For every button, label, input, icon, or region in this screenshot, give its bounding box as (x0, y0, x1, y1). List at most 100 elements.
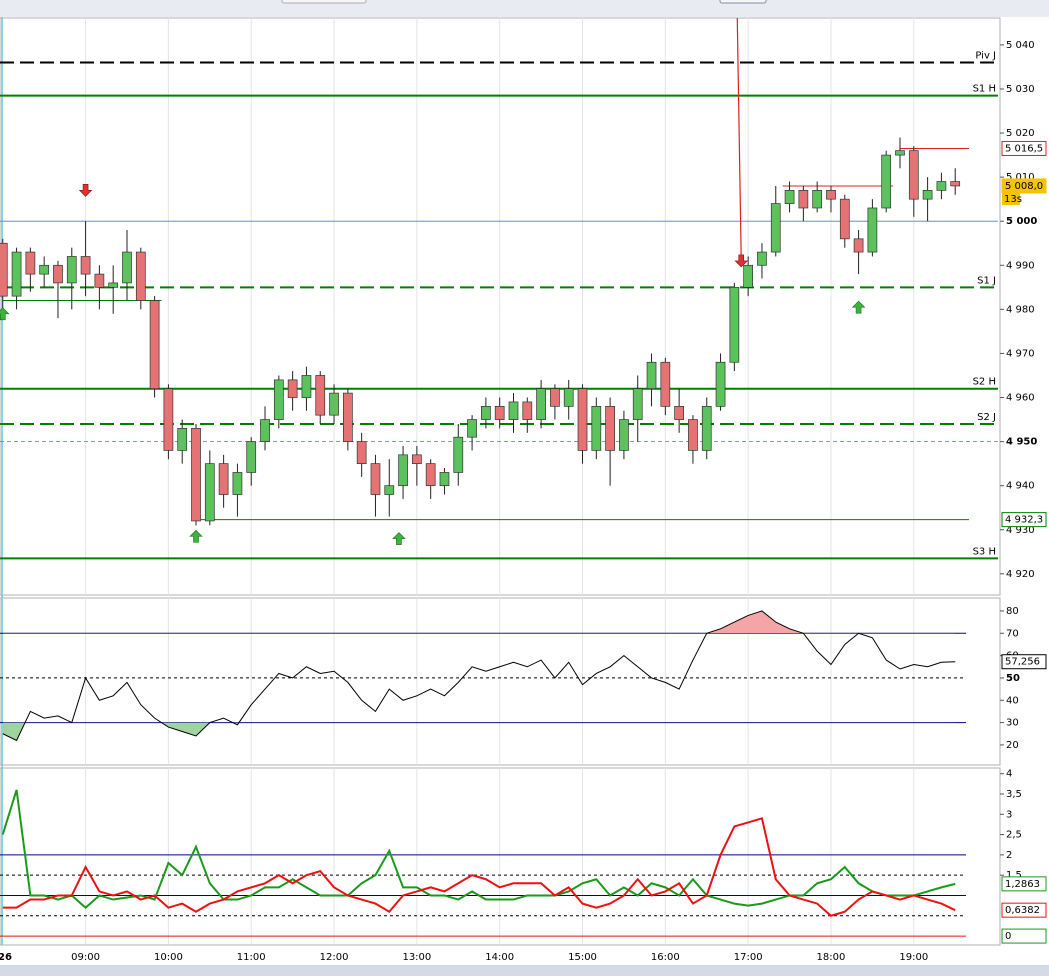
y-tick-label: 2 (1006, 850, 1012, 861)
y-tick-label: 5 010 (1006, 172, 1035, 183)
y-tick-label: 4 970 (1006, 348, 1035, 359)
candle-body (94, 273, 105, 288)
candle-body (191, 428, 201, 522)
candle-body (577, 388, 588, 451)
y-tick-label: 3 (1006, 809, 1012, 820)
candle-body (881, 154, 892, 209)
candle-body (260, 419, 270, 442)
y-tick-label: 4 960 (1006, 393, 1035, 404)
chart-area (0, 17, 1049, 965)
level-label: S3 H (973, 546, 996, 557)
sell-arrow (78, 184, 93, 197)
x-tick-label: 19:00 (899, 952, 928, 963)
sell-arrow (734, 254, 748, 268)
price-tag (1001, 654, 1047, 670)
x-tick-label: 16:00 (651, 952, 680, 963)
series-line (2, 610, 956, 742)
level-label: S2 J (977, 412, 996, 423)
price-tag (1001, 928, 1047, 944)
candle-body (149, 300, 160, 390)
y-tick-label: 2,5 (1006, 830, 1022, 841)
candle-body (522, 401, 533, 420)
y-tick-label: 4 990 (1006, 260, 1035, 271)
candle-body (412, 454, 422, 464)
candle-body (439, 472, 450, 487)
y-tick-label: 4 920 (1006, 569, 1035, 580)
candle-body (563, 388, 574, 407)
y-tick-label: 80 (1006, 606, 1019, 617)
buy-arrow (392, 532, 406, 545)
candle-body (177, 428, 188, 451)
overbought-fill (2, 610, 956, 634)
candle-body (508, 401, 519, 420)
candle-body (39, 264, 50, 275)
toolbar-button[interactable] (281, 0, 367, 4)
x-tick-label: 14:00 (485, 952, 514, 963)
candle-body (729, 286, 740, 363)
price-tag (1001, 512, 1047, 528)
candle-body (550, 388, 560, 407)
candle-body (536, 388, 546, 420)
y-tick-label: 70 (1006, 628, 1019, 639)
toolbar-button[interactable] (719, 0, 767, 4)
candle-body (108, 282, 119, 288)
level-label: Piv J (975, 51, 996, 62)
candle-body (384, 485, 395, 495)
price-tag (1001, 178, 1047, 194)
y-tick-label: 4 940 (1006, 481, 1035, 492)
candle-body (826, 190, 836, 200)
candle-body (867, 207, 878, 253)
y-tick-label: 5 020 (1006, 128, 1035, 139)
top-toolbar (0, 0, 1049, 17)
y-tick-label: 5 030 (1006, 84, 1035, 95)
y-tick-label: 5 040 (1006, 40, 1035, 51)
level-label: S2 H (973, 377, 996, 388)
candle-body (619, 419, 629, 451)
candle-body (370, 463, 381, 495)
candle-body (329, 392, 339, 416)
y-tick-label: 30 (1006, 718, 1019, 729)
candle-body (0, 242, 8, 297)
price-tag-label: 4 932,3 (1005, 515, 1043, 526)
candle-body (425, 463, 436, 487)
series-line (1, 789, 956, 909)
buy-arrow (189, 529, 203, 543)
candle-body (218, 463, 229, 495)
candle-body (936, 181, 947, 191)
candle-body (453, 436, 464, 473)
candle-body (246, 441, 257, 473)
candle-body (232, 472, 243, 495)
level-label: S1 H (973, 84, 996, 95)
candle-body (688, 419, 698, 451)
x-tick-label: 15:00 (568, 952, 597, 963)
x-tick-label: 17:00 (734, 952, 763, 963)
timer-label: 13s (1004, 194, 1022, 205)
price-tag-label: 0 (1005, 931, 1011, 942)
candle-body (770, 203, 781, 253)
candle-body (798, 190, 809, 209)
candle-body (812, 190, 823, 209)
y-tick-label: 50 (1006, 673, 1020, 684)
candle-body (287, 379, 298, 398)
price-tag (1001, 140, 1047, 156)
timer-tag (1002, 192, 1020, 205)
y-tick-label: 4 930 (1006, 525, 1035, 536)
candle-body (646, 361, 657, 390)
candle-body (11, 251, 22, 297)
candle-body (895, 150, 905, 156)
y-tick-label: 4 980 (1006, 304, 1035, 315)
candle-body (715, 361, 726, 407)
candle-body (908, 150, 919, 200)
candle-body (53, 264, 63, 284)
candle-body (660, 361, 671, 407)
candle-body (398, 454, 408, 487)
y-tick-label: 1,5 (1006, 870, 1022, 881)
x-tick-label: 18:00 (817, 952, 846, 963)
price-tag (1001, 876, 1047, 892)
x-tick-label: 12:00 (320, 952, 349, 963)
y-tick-label: 20 (1006, 740, 1019, 751)
plots: 09:00 10:00 11:00 12:00 13:00 14:00 15:00 16:00… (0, 17, 1047, 963)
candle-body (853, 238, 864, 253)
candle-body (922, 190, 933, 200)
